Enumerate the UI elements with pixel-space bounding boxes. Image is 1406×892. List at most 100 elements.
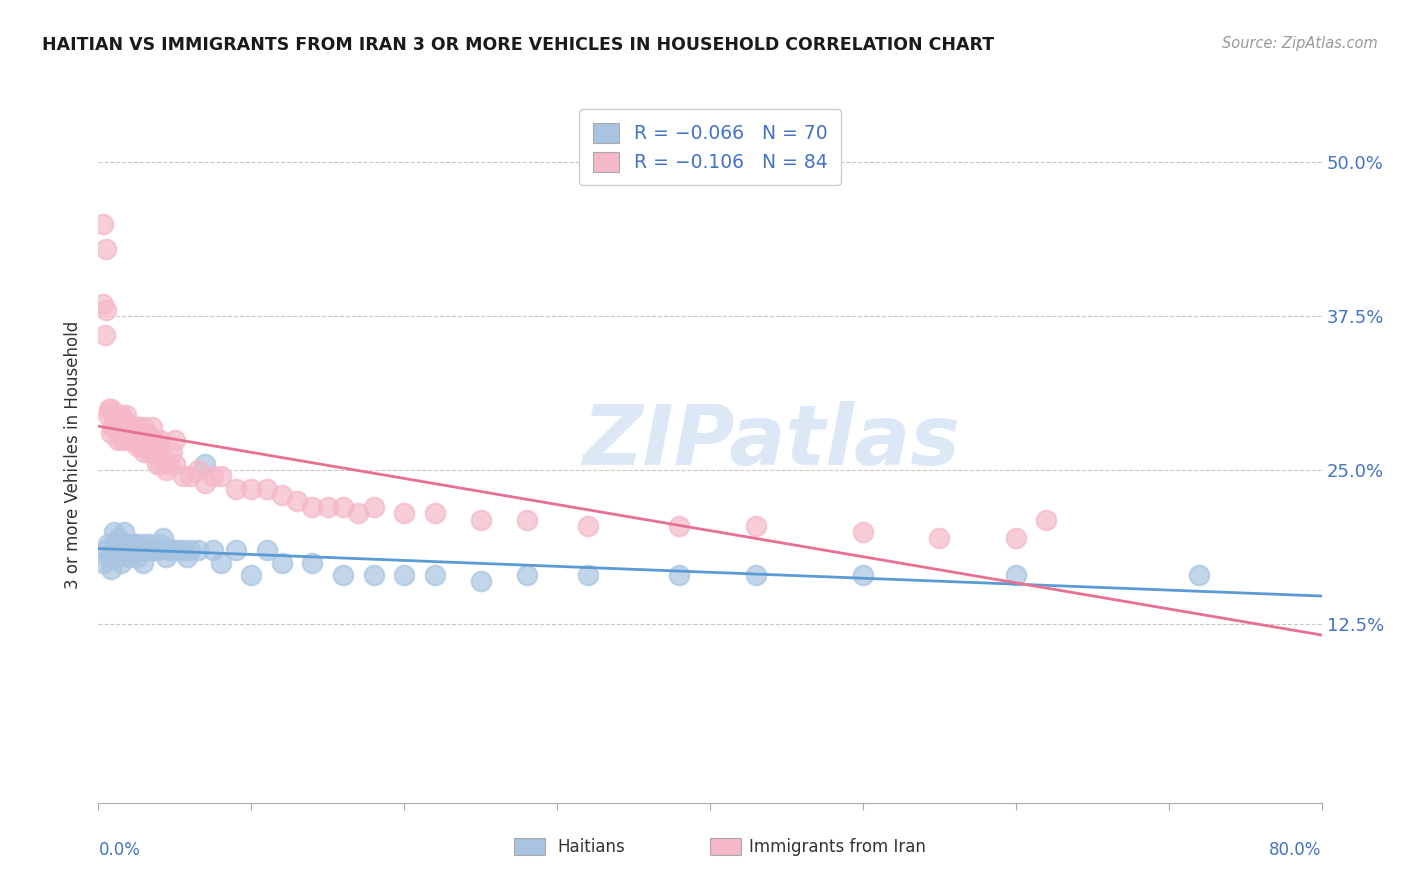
Point	[152, 531, 174, 545]
Point	[225, 482, 247, 496]
Text: HAITIAN VS IMMIGRANTS FROM IRAN 3 OR MORE VEHICLES IN HOUSEHOLD CORRELATION CHAR: HAITIAN VS IMMIGRANTS FROM IRAN 3 OR MOR…	[42, 36, 994, 54]
Point	[110, 408, 132, 422]
Point	[121, 537, 143, 551]
Point	[125, 537, 148, 551]
Point	[108, 543, 131, 558]
Point	[470, 512, 492, 526]
Point	[103, 414, 125, 428]
Text: 0.0%: 0.0%	[98, 841, 141, 859]
Point	[115, 408, 138, 422]
Point	[103, 420, 125, 434]
Point	[115, 543, 138, 558]
Point	[104, 543, 127, 558]
Point	[100, 562, 122, 576]
Point	[93, 327, 115, 342]
Point	[160, 445, 183, 459]
Point	[187, 543, 209, 558]
Point	[104, 420, 127, 434]
Point	[120, 543, 142, 558]
FancyBboxPatch shape	[710, 838, 741, 855]
Point	[142, 445, 165, 459]
Point	[117, 426, 139, 441]
Point	[179, 543, 201, 558]
Point	[103, 543, 125, 558]
Point	[145, 457, 167, 471]
Point	[301, 556, 323, 570]
Point	[111, 433, 134, 447]
Point	[745, 568, 768, 582]
Point	[423, 568, 446, 582]
Point	[270, 556, 292, 570]
Point	[316, 500, 339, 515]
Point	[103, 524, 125, 539]
Y-axis label: 3 or more Vehicles in Household: 3 or more Vehicles in Household	[65, 321, 83, 589]
Point	[149, 537, 172, 551]
Point	[157, 457, 180, 471]
Point	[127, 420, 149, 434]
Point	[100, 401, 122, 416]
Point	[122, 543, 145, 558]
Point	[122, 420, 145, 434]
Point	[143, 543, 166, 558]
Point	[132, 426, 155, 441]
Point	[146, 445, 169, 459]
Point	[98, 549, 121, 564]
Point	[125, 439, 148, 453]
Point	[132, 556, 155, 570]
Point	[115, 414, 138, 428]
Point	[112, 524, 135, 539]
Point	[138, 537, 160, 551]
Point	[668, 518, 690, 533]
Point	[256, 482, 278, 496]
Point	[155, 463, 177, 477]
Point	[423, 507, 446, 521]
Point	[128, 543, 150, 558]
Point	[301, 500, 323, 515]
Point	[163, 433, 186, 447]
Point	[100, 426, 122, 441]
Point	[392, 507, 416, 521]
Point	[852, 524, 875, 539]
Point	[110, 556, 132, 570]
Point	[152, 450, 174, 465]
Point	[240, 568, 263, 582]
Text: 80.0%: 80.0%	[1270, 841, 1322, 859]
Point	[98, 401, 121, 416]
Point	[129, 543, 152, 558]
Point	[117, 537, 139, 551]
Point	[118, 420, 141, 434]
Point	[176, 549, 198, 564]
Point	[160, 543, 183, 558]
Point	[852, 568, 875, 582]
Point	[576, 518, 599, 533]
Text: Immigrants from Iran: Immigrants from Iran	[749, 838, 927, 855]
Point	[107, 433, 129, 447]
Point	[111, 543, 134, 558]
Point	[121, 433, 143, 447]
Point	[256, 543, 278, 558]
Point	[167, 543, 190, 558]
Text: Source: ZipAtlas.com: Source: ZipAtlas.com	[1222, 36, 1378, 51]
Point	[108, 420, 131, 434]
Point	[668, 568, 690, 582]
Point	[163, 543, 186, 558]
Point	[157, 543, 180, 558]
Point	[110, 537, 132, 551]
Point	[105, 549, 128, 564]
Point	[91, 297, 114, 311]
Point	[332, 500, 354, 515]
Point	[110, 426, 132, 441]
Point	[576, 568, 599, 582]
Point	[194, 475, 217, 490]
Point	[363, 568, 385, 582]
Point	[91, 556, 114, 570]
Point	[94, 303, 117, 318]
Point	[202, 469, 225, 483]
Point	[145, 543, 167, 558]
Point	[128, 433, 150, 447]
Point	[120, 433, 142, 447]
Point	[194, 457, 217, 471]
Point	[97, 408, 120, 422]
Point	[124, 537, 146, 551]
Point	[1035, 512, 1057, 526]
